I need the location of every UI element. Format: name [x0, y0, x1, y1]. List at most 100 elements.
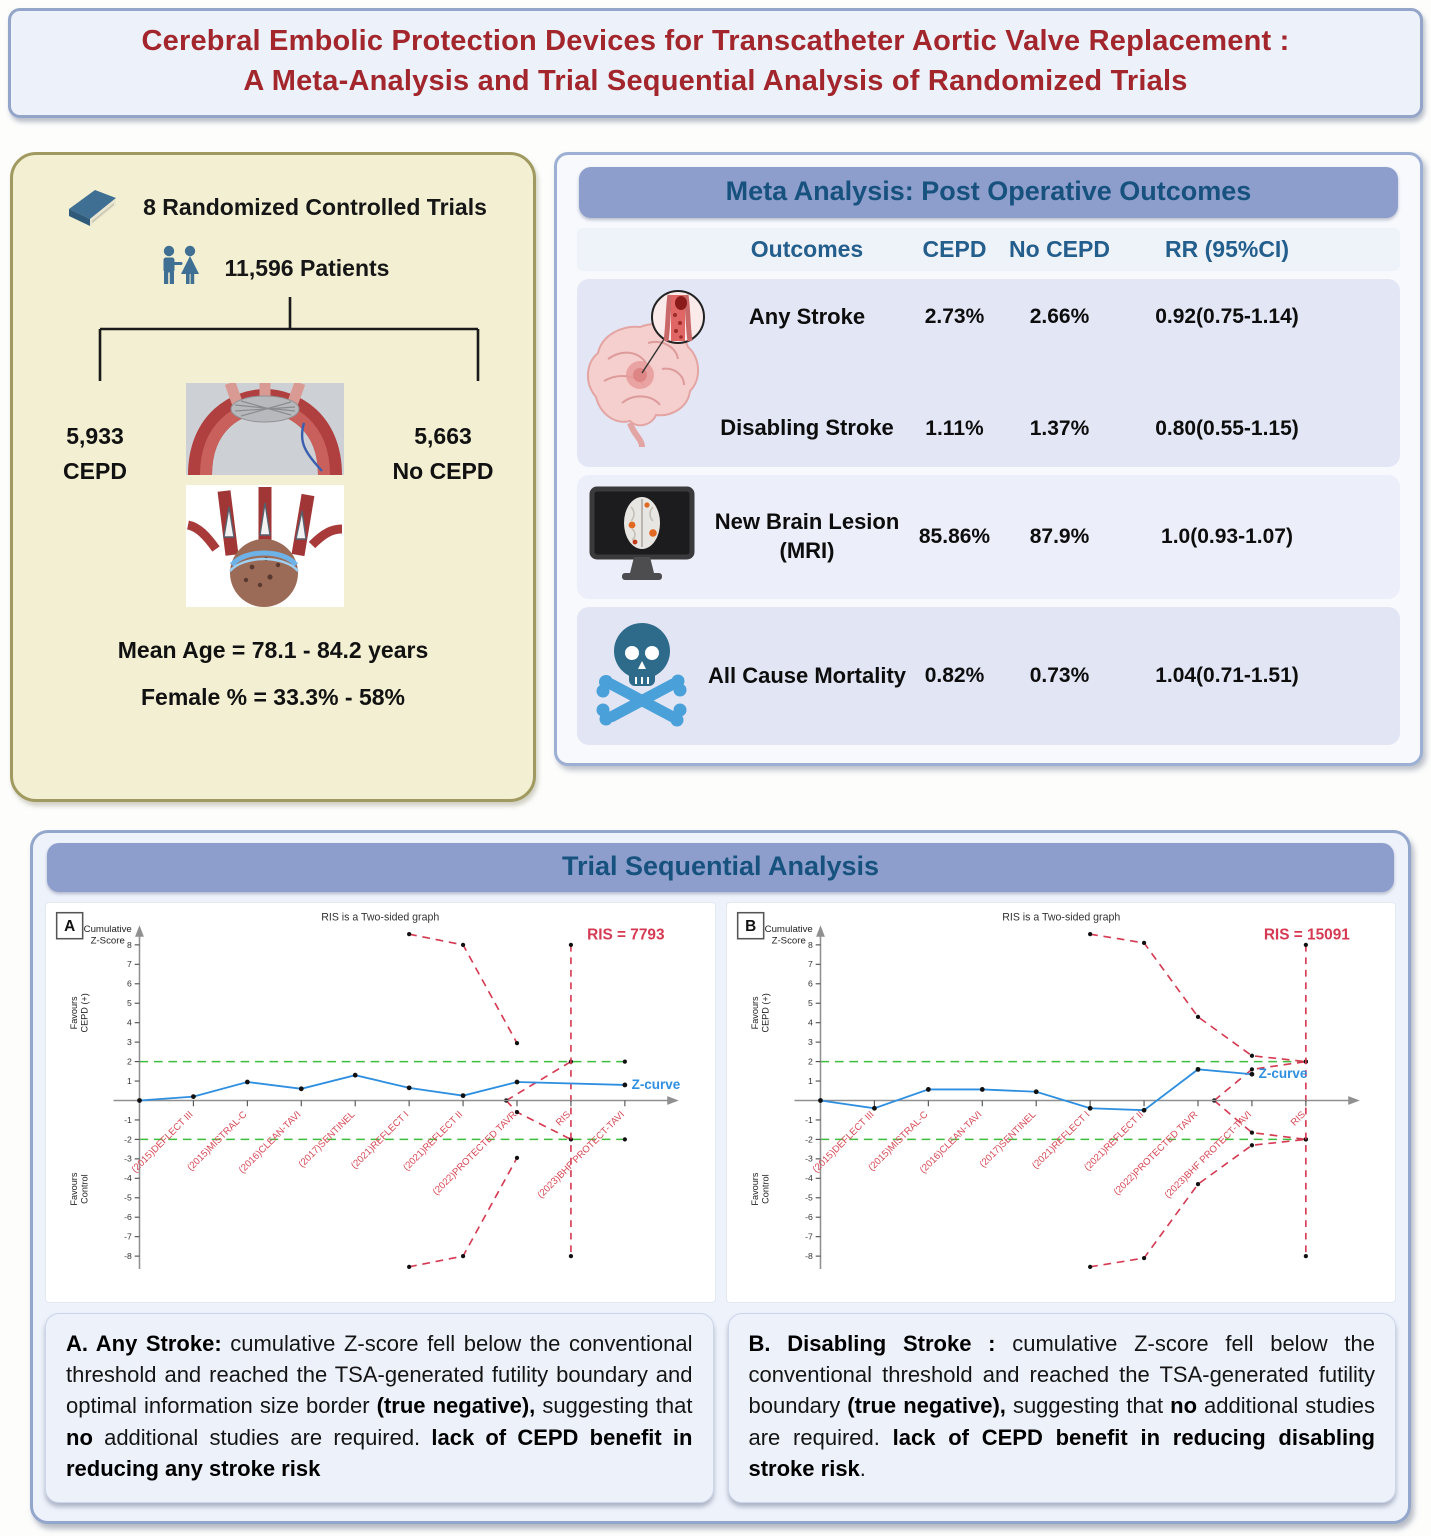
- new-brain-lesion-line1: New Brain Lesion: [714, 509, 900, 535]
- any-stroke-no-cepd-value: 2.66%: [1029, 305, 1090, 329]
- female-percent-stat: Female % = 33.3% - 58%: [140, 684, 405, 711]
- tavr-aortic-arch-illustration: [186, 383, 344, 476]
- svg-text:-1: -1: [805, 1115, 813, 1125]
- any-stroke-cepd-value: 2.73%: [924, 305, 985, 329]
- brain-lesion-section: New Brain Lesion (MRI) 85.86% 87.9% 1.0(…: [577, 475, 1400, 600]
- svg-text:RIS is a Two-sided graph: RIS is a Two-sided graph: [1002, 911, 1120, 923]
- brain-lesion-no-cepd-value: 87.9%: [1029, 525, 1090, 549]
- svg-text:-2: -2: [124, 1134, 132, 1144]
- description-disabling-stroke-text: B. Disabling Stroke : cumulative Z-score…: [748, 1330, 1376, 1481]
- svg-text:FavoursControl: FavoursControl: [69, 1172, 90, 1205]
- svg-text:6: 6: [807, 979, 812, 989]
- svg-text:-4: -4: [805, 1173, 813, 1183]
- stroke-outcomes-section: Any Stroke 2.73% 2.66% 0.92(0.75-1.14) D…: [577, 279, 1400, 468]
- column-header-rr: RR (95%CI): [1165, 236, 1289, 263]
- svg-text:2: 2: [807, 1057, 812, 1067]
- svg-text:2: 2: [127, 1057, 132, 1067]
- outcome-disabling-stroke: Disabling Stroke: [720, 415, 894, 441]
- study-arms: 5,933 CEPD: [35, 383, 511, 608]
- meta-analysis-panel: Meta Analysis: Post Operative Outcomes O…: [554, 152, 1423, 767]
- svg-text:(2021)REFLECT I: (2021)REFLECT I: [349, 1109, 411, 1171]
- svg-text:FavoursCEPD (+): FavoursCEPD (+): [69, 993, 90, 1032]
- svg-text:6: 6: [127, 979, 132, 989]
- tsa-charts-row: RIS = 7793 8 7 6 5 4 3 2 1 -1 -2 -3 -4 -5 -6 -7 -8 (2015)…: [45, 902, 1396, 1303]
- patients-count-label: 11,596 Patients: [224, 255, 390, 282]
- svg-text:(2023)BHF PROTECT-TAVI: (2023)BHF PROTECT-TAVI: [535, 1109, 626, 1200]
- main-title-banner: Cerebral Embolic Protection Devices for …: [8, 8, 1423, 119]
- trials-line: 8 Randomized Controlled Trials: [35, 181, 511, 234]
- svg-text:-2: -2: [805, 1134, 813, 1144]
- description-any-stroke-text: A. Any Stroke: cumulative Z-score fell b…: [66, 1330, 693, 1481]
- svg-text:-3: -3: [805, 1154, 813, 1164]
- tsa-banner: Trial Sequential Analysis: [47, 843, 1394, 893]
- svg-text:FavoursControl: FavoursControl: [749, 1172, 770, 1205]
- svg-text:1: 1: [127, 1076, 132, 1086]
- svg-text:Z-Score: Z-Score: [91, 936, 125, 947]
- mortality-section: All Cause Mortality 0.82% 0.73% 1.04(0.7…: [577, 607, 1400, 746]
- randomization-tree-connector: [98, 297, 480, 382]
- patients-line: 11,596 Patients: [35, 244, 511, 293]
- trials-count-label: 8 Randomized Controlled Trials: [143, 194, 487, 221]
- disabling-stroke-cepd-value: 1.11%: [925, 416, 984, 440]
- svg-text:-8: -8: [124, 1251, 132, 1261]
- svg-text:Z-curve: Z-curve: [632, 1077, 681, 1092]
- cepd-filters-illustration: [186, 485, 344, 608]
- description-any-stroke: A. Any Stroke: cumulative Z-score fell b…: [45, 1312, 714, 1504]
- description-disabling-stroke: B. Disabling Stroke : cumulative Z-score…: [727, 1312, 1396, 1504]
- svg-text:Z-curve: Z-curve: [1258, 1066, 1307, 1081]
- svg-text:B: B: [745, 918, 756, 935]
- table-row-all-cause-mortality: All Cause Mortality 0.82% 0.73% 1.04(0.7…: [577, 617, 1400, 735]
- svg-text:FavoursCEPD (+): FavoursCEPD (+): [749, 993, 770, 1032]
- brain-lesion-rr-value: 1.0(0.93-1.07): [1161, 525, 1293, 549]
- tsa-chart-disabling-stroke: RIS = 1509187654321-1-2-3-4-5-6-7-8(2015…: [736, 911, 1360, 1270]
- svg-text:Cumulative: Cumulative: [764, 924, 812, 935]
- top-row: 8 Randomized Controlled Trials: [10, 152, 1425, 803]
- svg-text:4: 4: [807, 1018, 812, 1028]
- outcomes-header-row: Outcomes CEPD No CEPD RR (95%CI): [577, 228, 1400, 272]
- cepd-arm-name: CEPD: [63, 457, 127, 484]
- any-stroke-rr-value: 0.92(0.75-1.14): [1155, 305, 1299, 329]
- svg-text:A: A: [64, 918, 75, 935]
- svg-text:-8: -8: [805, 1251, 813, 1261]
- column-header-cepd: CEPD: [922, 236, 987, 263]
- tsa-chart-a-box: RIS = 7793 8 7 6 5 4 3 2 1 -1 -2 -3 -4 -5 -6 -7 -8 (2015)…: [45, 902, 716, 1303]
- meta-analysis-banner: Meta Analysis: Post Operative Outcomes: [579, 167, 1398, 219]
- svg-text:7: 7: [807, 959, 812, 969]
- svg-text:-4: -4: [124, 1173, 132, 1183]
- svg-text:7: 7: [127, 959, 132, 969]
- mortality-cepd-value: 0.82%: [924, 664, 985, 688]
- mri-monitor-icon: [577, 485, 707, 589]
- no-cepd-arm-count: 5,663: [414, 423, 472, 450]
- mortality-no-cepd-value: 0.73%: [1029, 664, 1090, 688]
- table-row-any-stroke: Any Stroke 2.73% 2.66% 0.92(0.75-1.14) D…: [577, 289, 1400, 457]
- study-summary-panel: 8 Randomized Controlled Trials: [10, 152, 536, 803]
- svg-text:8: 8: [807, 940, 812, 950]
- svg-text:(2023)BHF PROTECT-TAVI: (2023)BHF PROTECT-TAVI: [1162, 1109, 1253, 1200]
- svg-text:4: 4: [127, 1018, 132, 1028]
- svg-text:RIS is a Two-sided graph: RIS is a Two-sided graph: [321, 911, 439, 923]
- svg-text:8: 8: [127, 940, 132, 950]
- column-header-no-cepd: No CEPD: [1009, 236, 1110, 263]
- svg-text:3: 3: [127, 1037, 132, 1047]
- column-header-outcomes: Outcomes: [750, 236, 864, 263]
- svg-text:(2021)REFLECT I: (2021)REFLECT I: [1030, 1109, 1092, 1171]
- svg-text:-3: -3: [124, 1154, 132, 1164]
- svg-text:3: 3: [807, 1037, 812, 1047]
- book-icon: [59, 181, 121, 234]
- cepd-arm-count: 5,933: [66, 423, 124, 450]
- trial-sequential-analysis-panel: Trial Sequential Analysis RIS = 7793 8 7 6 5…: [30, 830, 1411, 1525]
- skull-crossbones-icon: [577, 617, 707, 735]
- svg-text:-1: -1: [124, 1115, 132, 1125]
- svg-text:1: 1: [807, 1076, 812, 1086]
- no-cepd-arm-label: 5,663 No CEPD: [375, 419, 511, 607]
- svg-text:-6: -6: [124, 1212, 132, 1222]
- title-line-1: Cerebral Embolic Protection Devices for …: [141, 25, 1290, 57]
- svg-text:RIS = 15091: RIS = 15091: [1263, 927, 1349, 944]
- svg-text:-6: -6: [805, 1212, 813, 1222]
- svg-text:Cumulative: Cumulative: [84, 924, 132, 935]
- title-line-2: A Meta-Analysis and Trial Sequential Ana…: [243, 65, 1188, 98]
- brain-stroke-icon: [577, 289, 707, 457]
- tsa-chart-b-box: RIS = 15091 8 7 6 5 4 3 2 1 -1 -2 -3 -4 -5 -6 -7 -8 (2015…: [725, 902, 1396, 1303]
- outcome-new-brain-lesion: New Brain Lesion (MRI): [707, 508, 907, 565]
